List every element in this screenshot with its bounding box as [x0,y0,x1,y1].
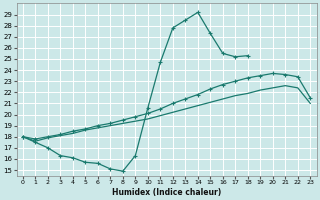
X-axis label: Humidex (Indice chaleur): Humidex (Indice chaleur) [112,188,221,197]
